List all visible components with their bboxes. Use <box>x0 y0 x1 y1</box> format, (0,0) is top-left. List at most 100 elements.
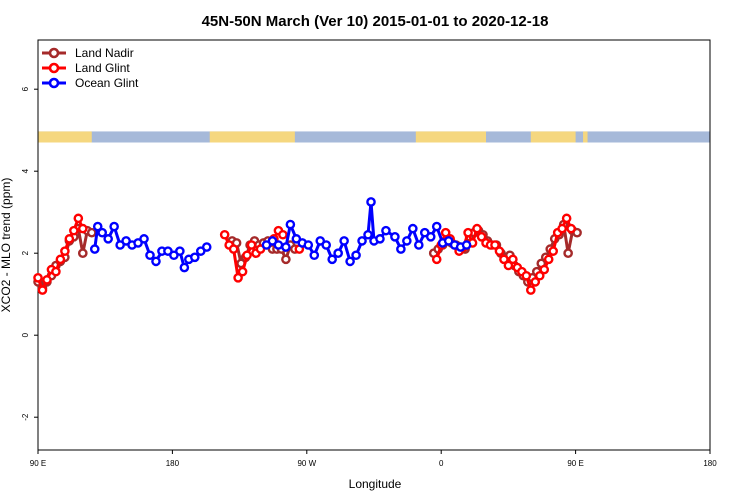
data-point <box>539 264 550 275</box>
map-land <box>38 131 92 143</box>
data-point <box>42 275 52 285</box>
data-point <box>363 229 373 240</box>
data-point <box>64 234 75 244</box>
legend-swatch-marker <box>48 47 60 59</box>
data-point <box>86 227 97 238</box>
data-point <box>327 254 337 265</box>
x-tick-label: 90 E <box>30 459 46 468</box>
legend-label: Land Nadir <box>75 46 134 60</box>
data-point <box>561 213 572 224</box>
map-land <box>530 131 576 143</box>
data-point <box>139 234 149 244</box>
data-point <box>78 223 88 234</box>
x-tick-label: 90 W <box>297 459 316 468</box>
data-point <box>179 262 190 273</box>
legend-label: Land Glint <box>75 61 130 75</box>
data-point <box>563 248 573 258</box>
data-point <box>201 242 212 252</box>
data-point <box>273 240 284 250</box>
data-point <box>246 240 257 250</box>
data-point <box>55 254 66 265</box>
data-point <box>490 240 500 250</box>
data-point <box>402 236 412 246</box>
x-tick-label: 90 E <box>567 459 583 468</box>
x-axis-label: Longitude <box>349 477 402 491</box>
data-point <box>534 270 545 281</box>
data-point <box>228 244 239 254</box>
data-point <box>463 227 473 238</box>
legend-swatch-marker <box>48 77 60 89</box>
data-point <box>381 225 391 236</box>
data-point <box>145 250 155 261</box>
data-point <box>233 272 243 283</box>
data-point <box>357 236 367 246</box>
data-point <box>109 221 119 232</box>
data-point <box>431 221 442 232</box>
data-point <box>242 250 252 261</box>
data-point <box>281 254 291 265</box>
legend-swatch-marker <box>48 62 60 74</box>
x-tick-label: 180 <box>703 459 717 468</box>
data-point <box>189 252 200 263</box>
data-point <box>499 254 509 265</box>
series-group <box>33 197 582 295</box>
data-point <box>566 223 576 234</box>
data-point <box>278 229 288 240</box>
data-point <box>33 272 43 283</box>
data-point <box>339 236 349 246</box>
map-land <box>415 131 486 143</box>
data-point <box>503 260 514 271</box>
data-point <box>548 246 559 256</box>
y-tick-label: -2 <box>21 413 30 421</box>
map-land <box>583 131 588 143</box>
data-point <box>440 227 451 238</box>
data-point <box>103 234 113 244</box>
y-tick-label: 6 <box>21 86 30 91</box>
data-point <box>281 242 291 252</box>
map-strip <box>38 131 710 143</box>
y-tick-label: 0 <box>21 332 30 337</box>
x-tick-label: 180 <box>166 459 180 468</box>
data-point <box>530 277 541 287</box>
data-point <box>366 197 376 207</box>
y-tick-label: 2 <box>21 250 30 255</box>
map-ocean <box>38 131 710 143</box>
x-tick-label: 0 <box>439 459 444 468</box>
data-point <box>92 221 103 232</box>
data-point <box>51 266 61 277</box>
data-point <box>285 219 296 230</box>
chart-title: 45N-50N March (Ver 10) 2015-01-01 to 202… <box>202 13 549 30</box>
data-point <box>345 256 355 267</box>
y-axis: -2 0 2 4 6 <box>21 86 38 421</box>
data-point <box>476 231 487 242</box>
data-point <box>73 213 84 224</box>
data-point <box>526 285 536 295</box>
data-point <box>237 266 248 277</box>
data-point <box>390 231 400 242</box>
data-point <box>333 248 343 258</box>
data-point <box>494 246 505 256</box>
data-point <box>219 229 230 240</box>
data-point <box>472 223 482 234</box>
data-point <box>431 254 442 265</box>
y-tick-label: 4 <box>21 168 30 173</box>
data-point <box>60 246 70 256</box>
data-point <box>303 240 314 250</box>
legend-label: Ocean Glint <box>75 76 139 90</box>
data-point <box>413 240 424 250</box>
data-point <box>375 234 385 244</box>
data-point <box>408 223 418 234</box>
data-point <box>69 225 79 236</box>
data-point <box>508 254 518 265</box>
series-ocean-glint <box>89 197 472 273</box>
data-point <box>557 223 567 234</box>
data-point <box>461 240 472 250</box>
data-point <box>97 227 108 238</box>
data-point <box>425 231 436 242</box>
data-point <box>543 254 554 265</box>
data-point <box>151 256 161 267</box>
data-point <box>396 244 406 254</box>
data-point <box>89 244 100 254</box>
